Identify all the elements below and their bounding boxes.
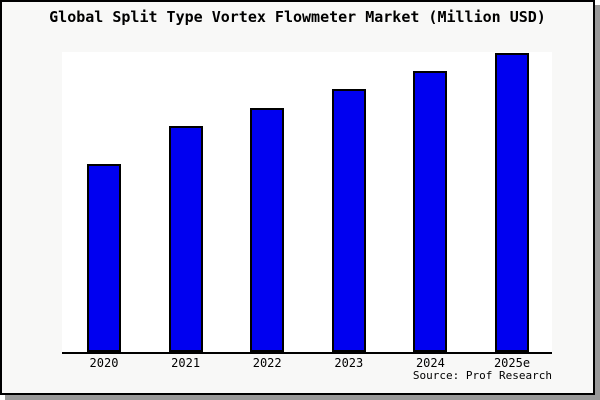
- x-tick-label-2021: 2021: [171, 356, 201, 370]
- x-tick-label-2022: 2022: [252, 356, 282, 370]
- x-tick-label-2023: 2023: [334, 356, 364, 370]
- x-tick-label-2020: 2020: [89, 356, 119, 370]
- x-tick-label-2025e: 2025e: [493, 356, 531, 370]
- x-axis-labels: 2020 2021 2022 2023 2024 2025e: [62, 356, 552, 370]
- bar-2025e: [495, 53, 529, 352]
- chart-title: Global Split Type Vortex Flowmeter Marke…: [49, 8, 546, 26]
- bar-2022: [250, 108, 285, 352]
- bar-2020: [87, 164, 121, 352]
- bar-2021: [168, 126, 203, 352]
- bar-2024: [413, 71, 448, 352]
- chart-panel: Global Split Type Vortex Flowmeter Marke…: [0, 0, 595, 395]
- source-credit: Source: Prof Research: [412, 369, 552, 382]
- plot-area: [62, 52, 552, 354]
- bar-2023: [331, 89, 366, 352]
- x-tick-label-2024: 2024: [415, 356, 445, 370]
